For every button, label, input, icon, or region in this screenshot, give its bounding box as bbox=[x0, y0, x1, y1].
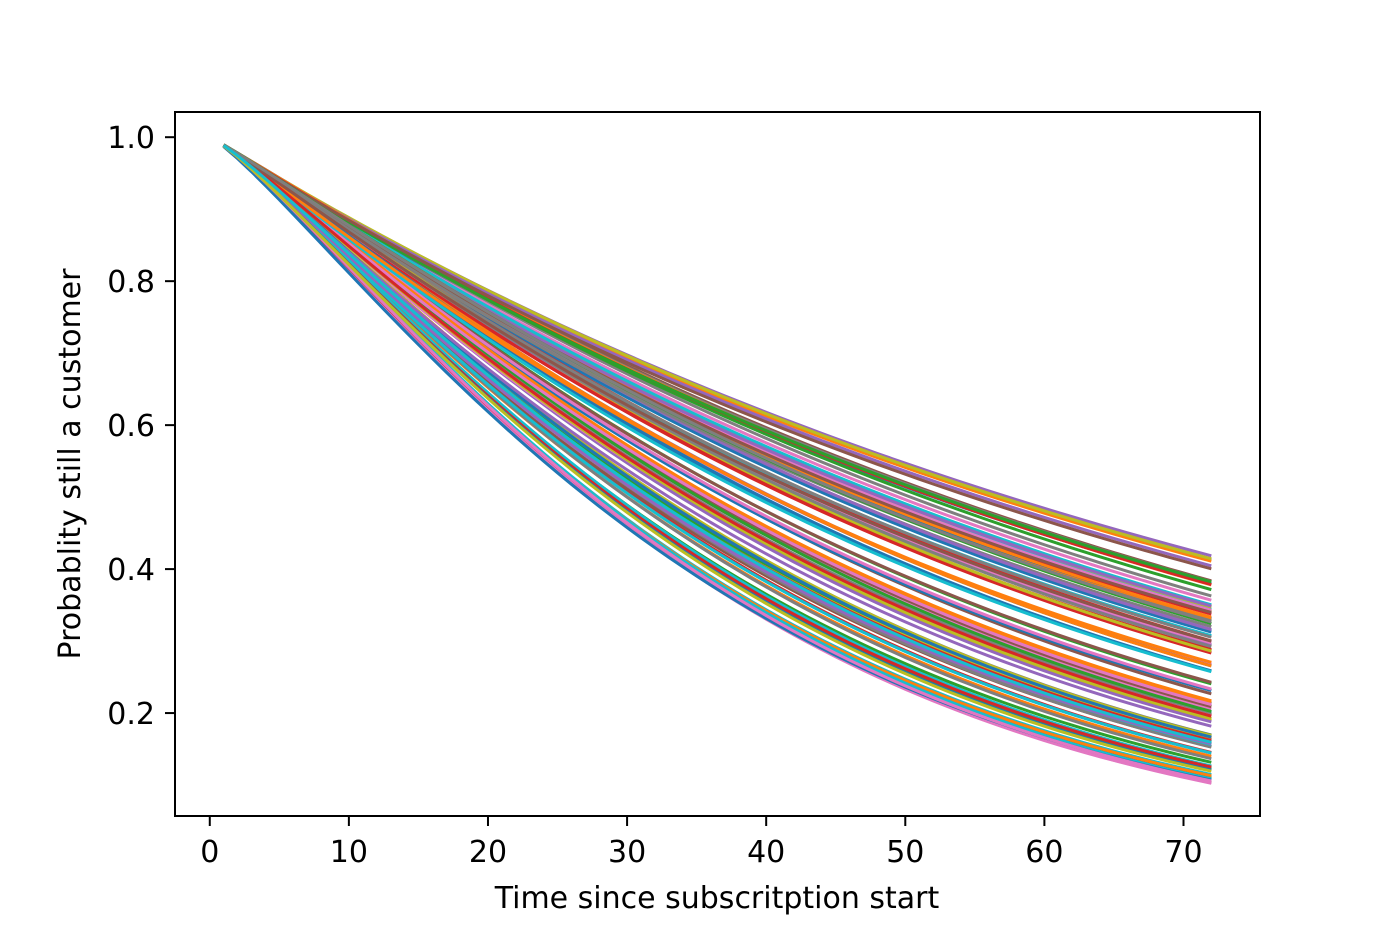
x-axis-label: Time since subscritption start bbox=[494, 881, 940, 916]
series-line-106 bbox=[222, 144, 1212, 571]
y-tick-label: 0.4 bbox=[107, 553, 155, 588]
y-tick-label: 0.8 bbox=[107, 265, 155, 300]
x-tick-label: 20 bbox=[469, 835, 507, 870]
series-line-112 bbox=[222, 144, 1212, 664]
plot-frame bbox=[174, 111, 1261, 817]
series-line-96 bbox=[222, 144, 1212, 614]
series-line-80 bbox=[222, 144, 1212, 768]
series-line-117 bbox=[222, 144, 1212, 783]
x-tick-label: 70 bbox=[1164, 835, 1202, 870]
y-axis-label: Probablity still a customer bbox=[53, 268, 88, 660]
series-line-120 bbox=[222, 144, 1212, 744]
y-tick-label: 0.6 bbox=[107, 409, 155, 444]
x-tick-label: 40 bbox=[747, 835, 785, 870]
series-line-103 bbox=[222, 144, 1212, 584]
series-line-114 bbox=[222, 144, 1212, 718]
series-lines bbox=[222, 143, 1212, 785]
series-line-50 bbox=[222, 143, 1212, 607]
series-line-107 bbox=[222, 144, 1212, 707]
x-tick-label: 60 bbox=[1025, 835, 1063, 870]
series-line-116 bbox=[222, 144, 1212, 643]
series-line-65 bbox=[222, 144, 1212, 568]
y-tick-label: 0.2 bbox=[107, 697, 155, 732]
series-line-59 bbox=[222, 144, 1212, 561]
series-line-115 bbox=[222, 144, 1212, 728]
x-tick-label: 0 bbox=[200, 835, 219, 870]
series-line-119 bbox=[222, 144, 1212, 773]
series-line-118 bbox=[222, 143, 1212, 624]
x-tick-label: 30 bbox=[608, 835, 646, 870]
y-axis-ticks: 0.2 0.4 0.6 0.8 1.0 bbox=[107, 121, 175, 732]
x-tick-label: 50 bbox=[886, 835, 924, 870]
series-line-100 bbox=[222, 144, 1212, 755]
x-axis-ticks: 0 10 20 30 40 50 60 70 bbox=[200, 816, 1203, 870]
y-tick-label: 1.0 bbox=[107, 121, 155, 156]
series-line-105 bbox=[222, 144, 1212, 746]
series-line-74 bbox=[222, 144, 1212, 655]
series-line-110 bbox=[222, 144, 1212, 674]
series-line-102 bbox=[222, 143, 1212, 704]
x-tick-label: 10 bbox=[330, 835, 368, 870]
